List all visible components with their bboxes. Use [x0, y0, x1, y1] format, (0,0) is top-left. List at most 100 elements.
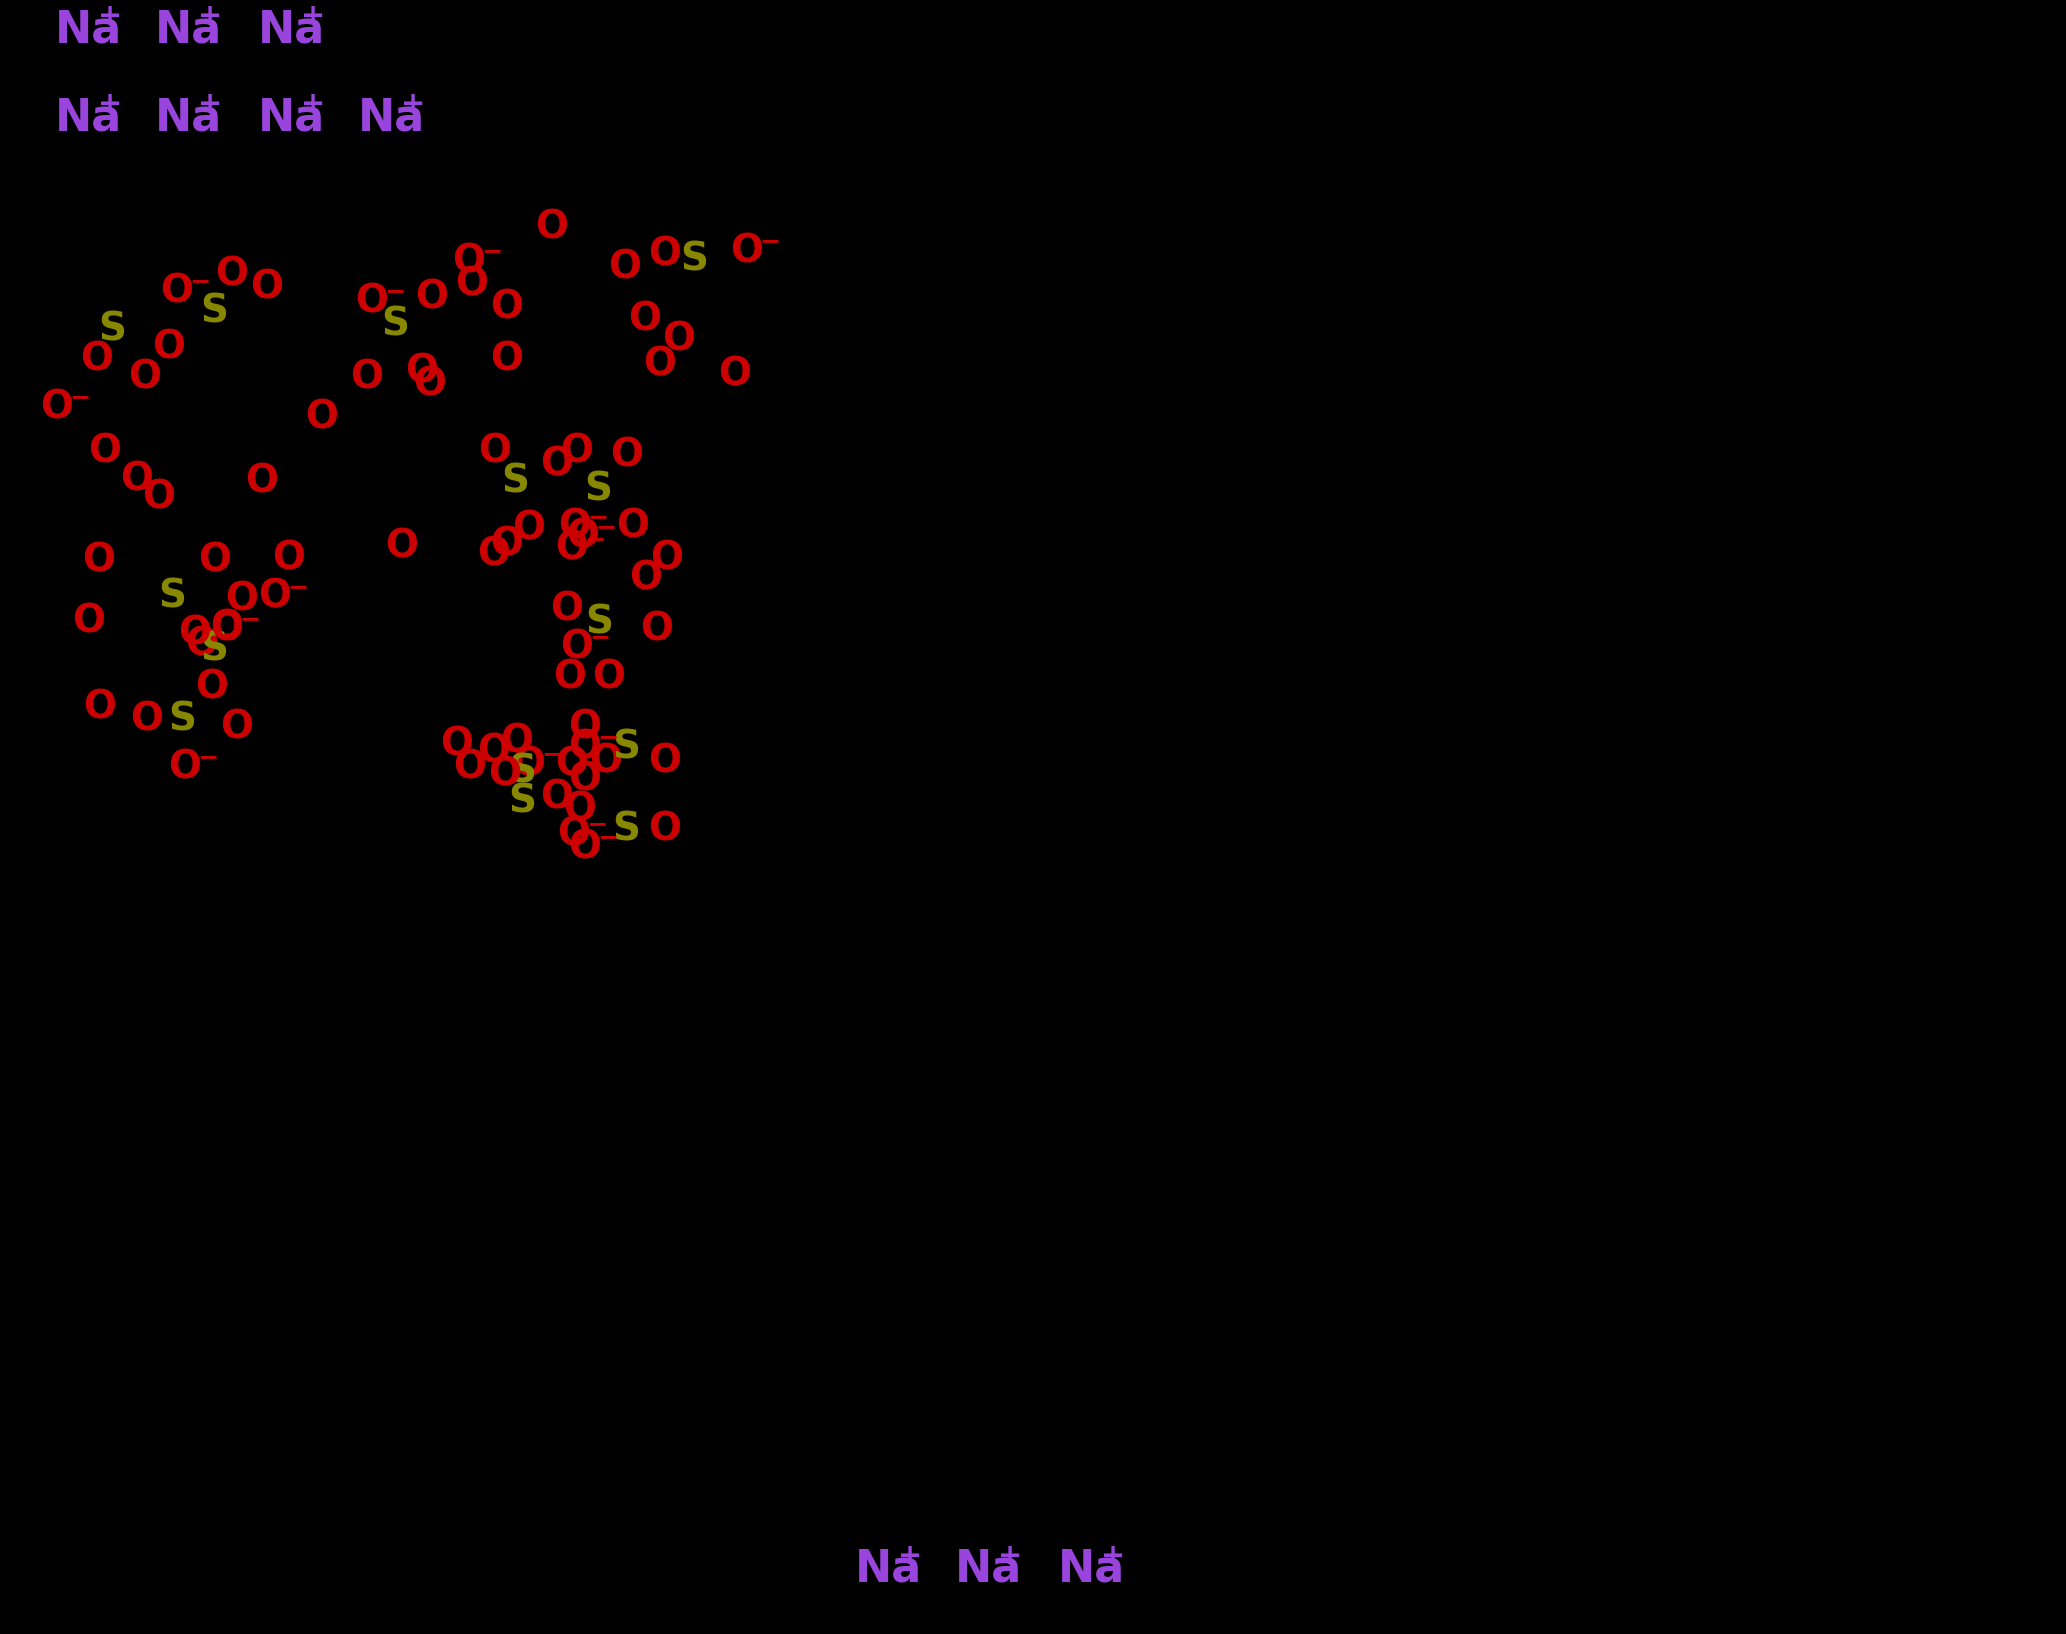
- Text: O: O: [643, 345, 676, 382]
- Text: −: −: [287, 575, 308, 600]
- Text: O: O: [616, 508, 649, 546]
- Text: −: −: [240, 606, 260, 631]
- Text: O: O: [477, 732, 510, 770]
- Text: S: S: [167, 699, 196, 739]
- Text: O: O: [649, 235, 682, 273]
- Text: O: O: [550, 590, 583, 627]
- Text: O: O: [539, 778, 572, 815]
- Text: O: O: [568, 729, 601, 766]
- Text: O: O: [215, 255, 248, 292]
- Text: O: O: [651, 539, 684, 578]
- Text: S: S: [97, 310, 126, 348]
- Text: O: O: [490, 340, 523, 377]
- Text: O: O: [72, 601, 105, 641]
- Text: +: +: [99, 2, 122, 31]
- Text: −: −: [384, 279, 405, 302]
- Text: O: O: [355, 283, 388, 320]
- Text: S: S: [380, 306, 409, 343]
- Text: O: O: [384, 528, 417, 565]
- Text: Na: Na: [56, 8, 122, 51]
- Text: O: O: [194, 668, 227, 706]
- Text: S: S: [200, 292, 227, 330]
- Text: O: O: [246, 462, 279, 500]
- Text: S: S: [508, 783, 535, 820]
- Text: O: O: [225, 580, 258, 618]
- Text: O: O: [500, 722, 533, 760]
- Text: O: O: [556, 745, 589, 783]
- Text: O: O: [607, 248, 640, 286]
- Text: O: O: [490, 525, 523, 564]
- Text: −: −: [541, 742, 562, 766]
- Text: O: O: [556, 529, 589, 569]
- Text: O: O: [120, 461, 153, 498]
- Text: O: O: [211, 609, 244, 649]
- Text: O: O: [649, 742, 682, 779]
- Text: O: O: [512, 510, 545, 547]
- Text: O: O: [167, 748, 200, 786]
- Text: O: O: [477, 431, 510, 471]
- Text: −: −: [589, 624, 612, 649]
- Text: O: O: [649, 810, 682, 848]
- Text: +: +: [899, 1542, 921, 1570]
- Text: O: O: [661, 320, 694, 358]
- Text: O: O: [535, 208, 568, 247]
- Text: O: O: [568, 708, 601, 747]
- Text: Na: Na: [155, 8, 223, 51]
- Text: O: O: [554, 659, 587, 696]
- Text: O: O: [539, 444, 572, 484]
- Text: O: O: [558, 815, 591, 853]
- Text: O: O: [83, 542, 116, 580]
- Text: S: S: [680, 240, 709, 278]
- Text: −: −: [190, 270, 211, 292]
- Text: O: O: [452, 242, 486, 279]
- Text: O: O: [273, 539, 306, 578]
- Text: −: −: [595, 515, 616, 539]
- Text: O: O: [568, 828, 601, 866]
- Text: S: S: [157, 578, 186, 616]
- Text: O: O: [566, 518, 599, 556]
- Text: O: O: [211, 608, 244, 645]
- Text: O: O: [719, 355, 752, 394]
- Text: O: O: [452, 748, 486, 786]
- Text: O: O: [250, 268, 283, 306]
- Text: +: +: [302, 90, 324, 118]
- Text: +: +: [198, 2, 223, 31]
- Text: S: S: [612, 810, 640, 848]
- Text: O: O: [153, 328, 186, 366]
- Text: O: O: [178, 614, 211, 652]
- Text: Na: Na: [855, 1547, 921, 1592]
- Text: O: O: [628, 301, 661, 338]
- Text: −: −: [587, 505, 609, 529]
- Text: O: O: [128, 358, 161, 395]
- Text: +: +: [99, 90, 122, 118]
- Text: S: S: [585, 471, 612, 508]
- Text: O: O: [560, 627, 593, 667]
- Text: O: O: [455, 265, 488, 302]
- Text: O: O: [39, 387, 72, 426]
- Text: O: O: [159, 271, 192, 310]
- Text: Na: Na: [155, 96, 223, 139]
- Text: O: O: [130, 699, 163, 739]
- Text: S: S: [500, 462, 529, 500]
- Text: O: O: [564, 789, 595, 828]
- Text: S: S: [585, 603, 614, 641]
- Text: O: O: [729, 232, 762, 270]
- Text: −: −: [597, 825, 618, 850]
- Text: +: +: [998, 1542, 1023, 1570]
- Text: −: −: [585, 528, 605, 551]
- Text: −: −: [481, 239, 502, 263]
- Text: O: O: [81, 340, 114, 377]
- Text: O: O: [143, 479, 176, 516]
- Text: +: +: [198, 90, 223, 118]
- Text: −: −: [587, 812, 607, 837]
- Text: O: O: [83, 688, 116, 725]
- Text: Na: Na: [258, 96, 324, 139]
- Text: O: O: [198, 542, 231, 580]
- Text: O: O: [186, 624, 219, 663]
- Text: S: S: [200, 631, 227, 668]
- Text: Na: Na: [56, 96, 122, 139]
- Text: Na: Na: [258, 8, 324, 51]
- Text: O: O: [349, 358, 382, 395]
- Text: O: O: [405, 351, 438, 391]
- Text: −: −: [760, 229, 781, 253]
